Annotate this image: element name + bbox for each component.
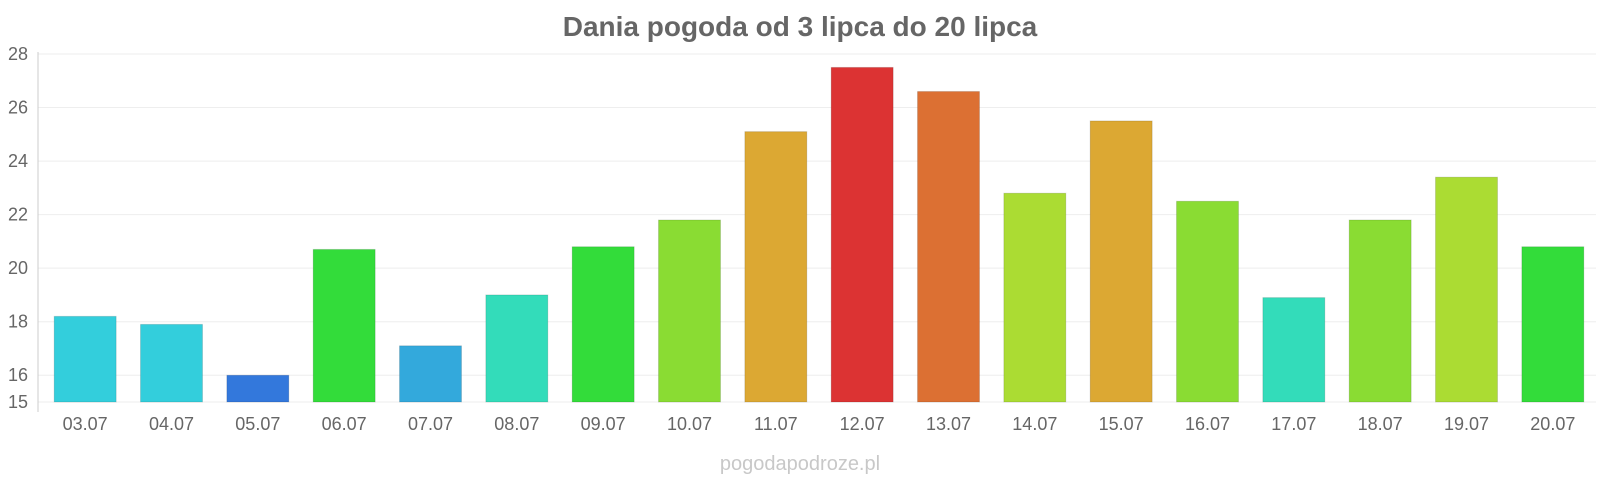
- bar-15.07: [1089, 120, 1153, 403]
- x-tick-label: 20.07: [1530, 414, 1575, 434]
- bar-13.07: [917, 90, 980, 403]
- x-tick-label: 10.07: [667, 414, 712, 434]
- bar-11.07: [744, 131, 808, 403]
- bar-09.07: [571, 246, 635, 403]
- x-axis-ticks: 03.07 04.07 05.07 06.07 07.07 08.07 09.07 10.07…: [63, 414, 1576, 434]
- bar-07.07: [399, 345, 462, 403]
- y-tick-label: 20: [8, 258, 28, 278]
- y-axis-ticks: 15 16 18 20 22 24 26 28: [8, 44, 28, 412]
- x-tick-label: 14.07: [1012, 414, 1057, 434]
- x-tick-label: 13.07: [926, 414, 971, 434]
- x-tick-label: 17.07: [1271, 414, 1316, 434]
- bar-03.07: [53, 315, 117, 403]
- x-tick-label: 15.07: [1099, 414, 1144, 434]
- bar-20.07: [1521, 246, 1585, 403]
- bar-17.07: [1262, 297, 1326, 403]
- bar-06.07: [312, 248, 376, 403]
- x-tick-label: 07.07: [408, 414, 453, 434]
- bar-05.07: [226, 374, 290, 403]
- x-tick-label: 03.07: [63, 414, 108, 434]
- bar-14.07: [1003, 192, 1067, 403]
- x-tick-label: 09.07: [581, 414, 626, 434]
- watermark: pogodapodroze.pl: [720, 453, 880, 475]
- x-tick-label: 05.07: [235, 414, 280, 434]
- x-tick-label: 19.07: [1444, 414, 1489, 434]
- chart-title: Dania pogoda od 3 lipca do 20 lipca: [563, 11, 1038, 42]
- y-tick-label: 15: [8, 392, 28, 412]
- y-tick-label: 26: [8, 98, 28, 118]
- x-tick-label: 16.07: [1185, 414, 1230, 434]
- x-tick-label: 11.07: [754, 414, 798, 434]
- y-tick-label: 24: [8, 151, 28, 171]
- x-tick-label: 04.07: [149, 414, 194, 434]
- y-tick-label: 18: [8, 312, 28, 332]
- bar-12.07: [830, 66, 894, 403]
- bar-10.07: [658, 219, 721, 403]
- bar-18.07: [1348, 219, 1412, 403]
- x-tick-label: 06.07: [322, 414, 367, 434]
- bar-04.07: [140, 323, 203, 403]
- y-tick-label: 16: [8, 365, 28, 385]
- y-tick-label: 22: [8, 205, 28, 225]
- x-tick-label: 12.07: [840, 414, 885, 434]
- grid-lines: [38, 53, 1596, 403]
- y-tick-label: 28: [8, 44, 28, 64]
- x-tick-label: 18.07: [1358, 414, 1403, 434]
- bar-16.07: [1176, 200, 1239, 403]
- bar-19.07: [1435, 176, 1498, 403]
- x-tick-label: 08.07: [494, 414, 539, 434]
- bars: [53, 66, 1585, 403]
- bar-08.07: [485, 294, 549, 403]
